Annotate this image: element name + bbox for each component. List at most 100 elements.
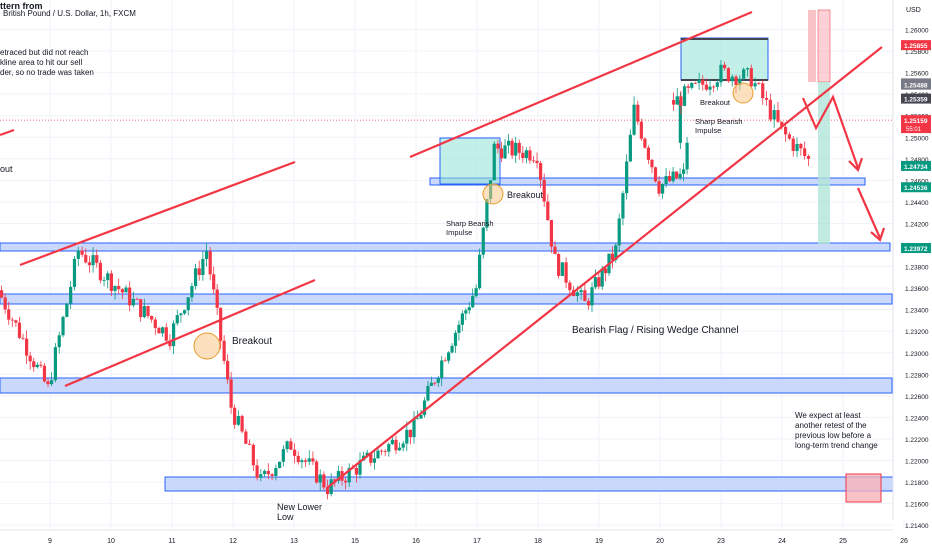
candle-body	[685, 142, 689, 170]
time-tick: 19	[595, 538, 603, 545]
candle-body	[39, 364, 43, 366]
candle-body	[120, 289, 124, 293]
candle-body	[32, 361, 36, 368]
candle-body	[704, 84, 708, 90]
candle-body	[226, 360, 230, 380]
price-badge-label: 1.25159	[904, 118, 928, 125]
candle-body	[460, 313, 464, 325]
candle-body	[53, 347, 58, 381]
candle-body	[723, 64, 727, 69]
candle-body	[686, 86, 690, 88]
trendline-left-stub	[0, 128, 15, 137]
chart-header: ttern from British Pound / U.S. Dollar, …	[0, 1, 136, 174]
candle-body	[285, 441, 289, 450]
candle-body	[575, 292, 579, 297]
candle-body	[549, 220, 553, 247]
candle-body	[780, 121, 784, 127]
candle-body	[697, 79, 701, 83]
time-axis[interactable]: 9 10 11 12 13 15 16 17 18 19 20 23 24 25 26	[0, 529, 932, 550]
zone-5	[164, 476, 894, 492]
price-tick: 1.25000	[905, 135, 929, 142]
candle-body	[84, 254, 88, 263]
time-tick: 9	[48, 538, 52, 545]
price-badge-label: 1.25488	[904, 83, 928, 90]
price-badge	[901, 243, 931, 254]
new-low-label: New Lower Low	[277, 502, 322, 522]
candle-body	[124, 287, 128, 293]
candle-body	[453, 332, 458, 346]
candle-body	[653, 167, 658, 182]
candle-body	[553, 246, 557, 255]
target-zone	[818, 82, 830, 244]
candle-body	[768, 99, 772, 120]
breakout-label-3: Breakout	[700, 98, 731, 107]
breakout-circle-3	[732, 82, 754, 104]
zone-4	[0, 377, 893, 394]
candle-body	[419, 415, 423, 419]
candle-body	[664, 176, 668, 184]
annotations: Breakout Breakout Breakout Sharp Bearish…	[232, 98, 878, 522]
trendline-lower-2	[326, 46, 883, 489]
price-axis[interactable]: USD 1.260001.258001.256001.254001.252001…	[892, 0, 932, 530]
candle-body	[506, 140, 511, 146]
candle-body	[42, 365, 47, 382]
candle-body	[474, 288, 478, 297]
candle-body	[517, 142, 521, 153]
candle-body	[387, 444, 391, 452]
price-tick: 1.24400	[905, 200, 929, 207]
candle-body	[109, 273, 113, 291]
price-tick: 1.24800	[905, 157, 929, 164]
candle-body	[190, 286, 194, 298]
candle-body	[390, 439, 394, 445]
candle-body	[597, 277, 601, 287]
candle-body	[408, 429, 412, 438]
price-badge	[901, 182, 931, 193]
candle-body	[322, 474, 326, 488]
candle-body	[358, 460, 362, 475]
price-badge-label: 1.25359	[904, 97, 928, 104]
candle-body	[179, 313, 183, 316]
candle-body	[175, 315, 179, 324]
candle-body	[95, 255, 99, 263]
candle-body	[791, 138, 795, 151]
candle-body	[139, 299, 143, 318]
candle-body	[701, 79, 705, 85]
candle-body	[372, 458, 376, 463]
candle-body	[28, 355, 32, 362]
candle-body	[590, 287, 594, 306]
candle-body	[266, 470, 270, 475]
price-tick: 1.25600	[905, 71, 929, 78]
candle-body	[450, 345, 454, 353]
candle-body	[215, 289, 219, 308]
candle-body	[50, 380, 54, 385]
candle-body	[784, 126, 788, 135]
candle-body	[690, 82, 694, 88]
candle-body	[661, 183, 665, 194]
candle-body	[738, 78, 742, 85]
breakout-label-2: Breakout	[507, 190, 544, 200]
price-tick: 1.23800	[905, 265, 929, 272]
candle-body	[106, 273, 110, 281]
price-tick: 1.23600	[905, 286, 929, 293]
candle-body	[546, 201, 550, 221]
candle-body	[333, 479, 337, 481]
candle-body	[579, 290, 583, 293]
candle-body	[259, 474, 263, 478]
price-badge	[901, 40, 931, 51]
candle-body	[610, 253, 614, 260]
candle-body	[587, 301, 591, 306]
projection-path-1	[801, 94, 860, 169]
candle-body	[772, 110, 776, 120]
candle-body	[568, 282, 572, 291]
line-0: Sharp Bearish	[446, 219, 494, 228]
impulse-label-1: Sharp Bearish Impulse	[446, 219, 494, 237]
candle-body	[467, 307, 471, 311]
expectation-label: We expect at least another retest of the p…	[795, 411, 878, 450]
price-tick: 1.24600	[905, 178, 929, 185]
candle-body	[365, 452, 369, 456]
candle-body	[10, 319, 14, 321]
candle-body	[219, 307, 223, 341]
note-line-3: der, so no trade was taken	[0, 68, 94, 77]
candle-body	[91, 255, 95, 266]
